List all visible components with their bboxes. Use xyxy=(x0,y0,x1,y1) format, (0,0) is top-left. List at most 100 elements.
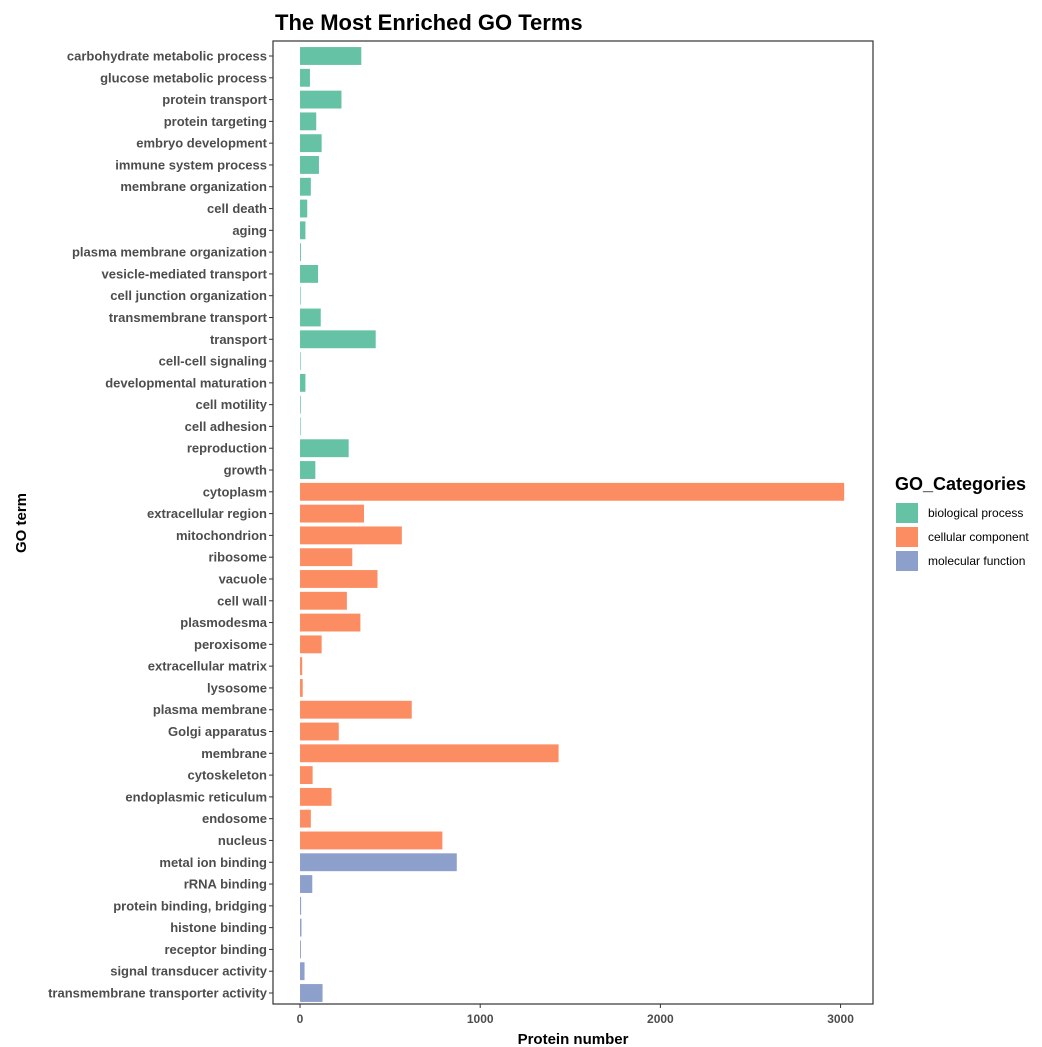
bar xyxy=(300,570,378,588)
bar xyxy=(300,678,303,697)
legend-entry-label: molecular function xyxy=(928,554,1025,568)
x-axis-title: Protein number xyxy=(518,1031,629,1047)
y-tick-label: plasmodesma xyxy=(180,615,267,630)
y-tick-label: membrane organization xyxy=(120,179,267,194)
y-tick-label: vesicle-mediated transport xyxy=(102,266,268,281)
bar xyxy=(300,439,349,458)
bar xyxy=(300,156,319,174)
y-tick-label: mitochondrion xyxy=(176,528,267,543)
y-axis-title: GO term xyxy=(13,493,30,553)
x-tick-label: 0 xyxy=(297,1012,304,1026)
x-tick-label: 3000 xyxy=(827,1012,854,1026)
bar xyxy=(300,352,301,371)
bar xyxy=(300,330,376,349)
y-tick-label: endoplasmic reticulum xyxy=(125,789,267,804)
y-tick-label: cytoplasm xyxy=(203,484,267,499)
y-tick-label: cytoskeleton xyxy=(188,768,268,783)
x-tick-label: 2000 xyxy=(647,1012,674,1026)
bar xyxy=(300,47,362,65)
bar xyxy=(300,591,347,610)
bar xyxy=(300,700,412,719)
y-tick-label: cell junction organization xyxy=(110,288,267,303)
y-tick-label: plasma membrane xyxy=(153,702,267,717)
bar xyxy=(300,395,301,414)
y-tick-label: extracellular region xyxy=(147,506,267,521)
bar xyxy=(300,504,364,523)
y-tick-label: signal transducer activity xyxy=(110,964,268,979)
bar xyxy=(300,722,339,741)
bar xyxy=(300,918,302,937)
y-tick-label: membrane xyxy=(201,746,267,761)
y-tick-label: glucose metabolic process xyxy=(100,70,267,85)
y-tick-label: metal ion binding xyxy=(159,855,267,870)
y-tick-label: cell motility xyxy=(195,397,267,412)
bar xyxy=(300,286,301,305)
plot-panel-border xyxy=(272,40,874,1005)
y-tick-label: plasma membrane organization xyxy=(72,245,267,260)
y-tick-label: rRNA binding xyxy=(184,877,267,892)
bar xyxy=(300,68,310,87)
bar xyxy=(300,940,301,959)
legend: GO_Categories biological process cellular… xyxy=(895,474,1029,571)
y-tick-label: protein transport xyxy=(162,92,267,107)
bar xyxy=(300,875,313,893)
legend-key xyxy=(896,527,918,547)
y-tick-label: aging xyxy=(232,223,267,238)
bar xyxy=(300,134,322,153)
y-tick-label: transport xyxy=(210,332,268,347)
bar xyxy=(300,482,845,501)
bars-group xyxy=(300,47,845,1002)
bar xyxy=(300,984,323,1002)
bar xyxy=(300,177,311,196)
bar xyxy=(300,90,342,109)
y-tick-label: transmembrane transporter activity xyxy=(48,986,268,1001)
legend-key xyxy=(896,551,918,571)
y-tick-label: endosome xyxy=(202,811,267,826)
y-tick-label: cell-cell signaling xyxy=(159,354,267,369)
y-tick-labels: carbohydrate metabolic process glucose me… xyxy=(48,49,273,1001)
bar xyxy=(300,526,402,545)
y-tick-label: extracellular matrix xyxy=(148,659,268,674)
y-tick-label: ribosome xyxy=(208,550,267,565)
bar xyxy=(300,853,457,872)
x-tick-label: 1000 xyxy=(467,1012,494,1026)
chart-title: The Most Enriched GO Terms xyxy=(275,10,583,35)
y-tick-label: carbohydrate metabolic process xyxy=(67,49,267,64)
bar xyxy=(300,112,317,131)
y-tick-label: receptor binding xyxy=(164,942,267,957)
bar xyxy=(300,657,303,676)
bar xyxy=(300,744,559,763)
bar xyxy=(300,635,322,654)
y-tick-label: Golgi apparatus xyxy=(168,724,267,739)
legend-key xyxy=(896,503,918,523)
bar xyxy=(300,787,332,806)
bar xyxy=(300,461,316,479)
y-tick-label: lysosome xyxy=(207,680,267,695)
bar xyxy=(300,962,305,981)
y-tick-label: protein targeting xyxy=(164,114,267,129)
bar xyxy=(300,308,321,327)
y-tick-label: immune system process xyxy=(115,157,267,172)
legend-entry-label: biological process xyxy=(928,506,1023,520)
bar xyxy=(300,264,319,283)
y-tick-label: growth xyxy=(224,463,267,478)
bar xyxy=(300,417,301,436)
y-tick-label: nucleus xyxy=(218,833,267,848)
legend-title: GO_Categories xyxy=(895,474,1026,494)
y-tick-label: embryo development xyxy=(136,136,267,151)
bar xyxy=(300,896,302,915)
y-tick-label: developmental maturation xyxy=(105,375,267,390)
bar xyxy=(300,548,353,567)
bar xyxy=(300,373,306,392)
y-tick-label: peroxisome xyxy=(194,637,267,652)
y-tick-label: cell wall xyxy=(217,593,267,608)
y-tick-label: protein binding, bridging xyxy=(113,898,267,913)
bar xyxy=(300,831,443,850)
y-tick-label: transmembrane transport xyxy=(109,310,268,325)
bar xyxy=(300,243,301,262)
bar xyxy=(300,766,313,785)
y-tick-label: cell adhesion xyxy=(185,419,267,434)
bar xyxy=(300,221,306,240)
y-tick-label: histone binding xyxy=(170,920,267,935)
